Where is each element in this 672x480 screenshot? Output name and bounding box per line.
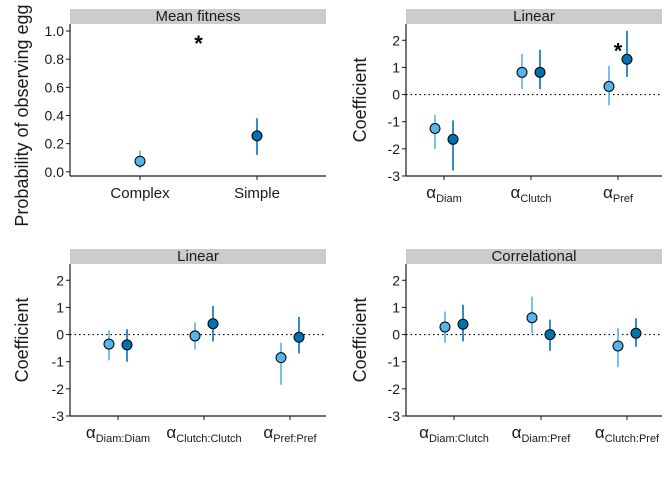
significance-asterisk: * [614, 38, 623, 63]
x-tick-label: αDiam:Pref [512, 423, 572, 445]
data-point [526, 312, 538, 324]
data-point [207, 318, 219, 330]
panel-2: Linear -3 -2 -1 0 1 2 Coefficient αDiam αClutch αP… [350, 8, 662, 205]
x-tick-label: αDiam:Diam [86, 423, 150, 445]
data-point [103, 338, 115, 350]
data-point [447, 133, 459, 145]
data-point [121, 339, 133, 351]
data-point [134, 155, 146, 167]
data-point [534, 66, 546, 78]
y-tick-label: 0.0 [45, 164, 65, 180]
y-tick-label: 1.0 [45, 23, 65, 39]
data-point [275, 352, 287, 364]
panel-1: Mean fitness 0.0 0.2 0.4 0.6 0.8 1.0 Probabilit… [12, 0, 326, 227]
y-tick-label: 0.8 [45, 51, 65, 67]
data-point [293, 331, 305, 343]
strip-label: Mean fitness [155, 8, 240, 25]
significance-asterisk: * [194, 31, 203, 56]
y-tick-label: -3 [388, 408, 401, 424]
x-tick-label: αClutch:Pref [595, 423, 660, 445]
y-tick-label: -1 [52, 354, 65, 370]
y-tick-label: -3 [388, 168, 401, 184]
strip-background [70, 9, 326, 24]
x-tick-label: αPref [603, 183, 634, 205]
x-tick-label: αDiam:Clutch [419, 423, 489, 445]
data-point [630, 327, 642, 339]
y-tick-label: 0 [392, 87, 400, 103]
y-tick-label: 0.4 [45, 107, 65, 123]
x-tick-label: αDiam [426, 183, 462, 205]
data-point [439, 321, 451, 333]
y-tick-label: -2 [52, 381, 65, 397]
data-point [612, 340, 624, 352]
strip-label: Correlational [491, 248, 576, 265]
data-point [429, 123, 441, 134]
y-tick-label: 0.2 [45, 136, 65, 152]
strip-background [406, 9, 662, 24]
y-tick-label: 1 [392, 299, 400, 315]
x-tick-label: αClutch [510, 183, 551, 205]
data-point [621, 53, 633, 65]
data-point [516, 66, 528, 78]
panel-4: Correlational -3 -2 -1 0 1 2 Coefficient αDiam:C… [350, 248, 662, 445]
y-axis-title: Probability of observing egg par [12, 0, 32, 227]
y-tick-label: 2 [56, 272, 64, 288]
y-tick-label: 2 [392, 272, 400, 288]
y-axis-title: Coefficient [12, 298, 32, 383]
panel-3: Linear -3 -2 -1 0 1 2 Coefficient αDiam:Diam αClu… [12, 248, 326, 445]
strip-label: Linear [513, 8, 555, 25]
strip-label: Linear [177, 248, 219, 265]
x-tick-label: Complex [110, 185, 170, 202]
y-tick-label: 1 [392, 59, 400, 75]
y-tick-label: -1 [388, 354, 401, 370]
x-tick-label: Simple [234, 185, 280, 202]
y-tick-label: -3 [52, 408, 65, 424]
y-tick-label: 2 [392, 32, 400, 48]
y-tick-label: -2 [388, 141, 401, 157]
strip-background [70, 249, 326, 264]
y-tick-label: -1 [388, 114, 401, 130]
y-tick-label: 0 [56, 327, 64, 343]
data-point [189, 330, 201, 342]
y-axis-title: Coefficient [350, 298, 370, 383]
strip-background [406, 249, 662, 264]
y-tick-label: 0.6 [45, 79, 65, 95]
data-point [544, 329, 556, 341]
y-tick-label: 1 [56, 299, 64, 315]
data-point [603, 80, 615, 92]
data-point [251, 130, 263, 142]
y-tick-label: 0 [392, 327, 400, 343]
x-tick-label: αPref:Pref [263, 423, 317, 445]
x-tick-label: αClutch:Clutch [166, 423, 241, 445]
y-tick-label: -2 [388, 381, 401, 397]
y-axis-title: Coefficient [350, 58, 370, 143]
data-point [457, 318, 469, 330]
